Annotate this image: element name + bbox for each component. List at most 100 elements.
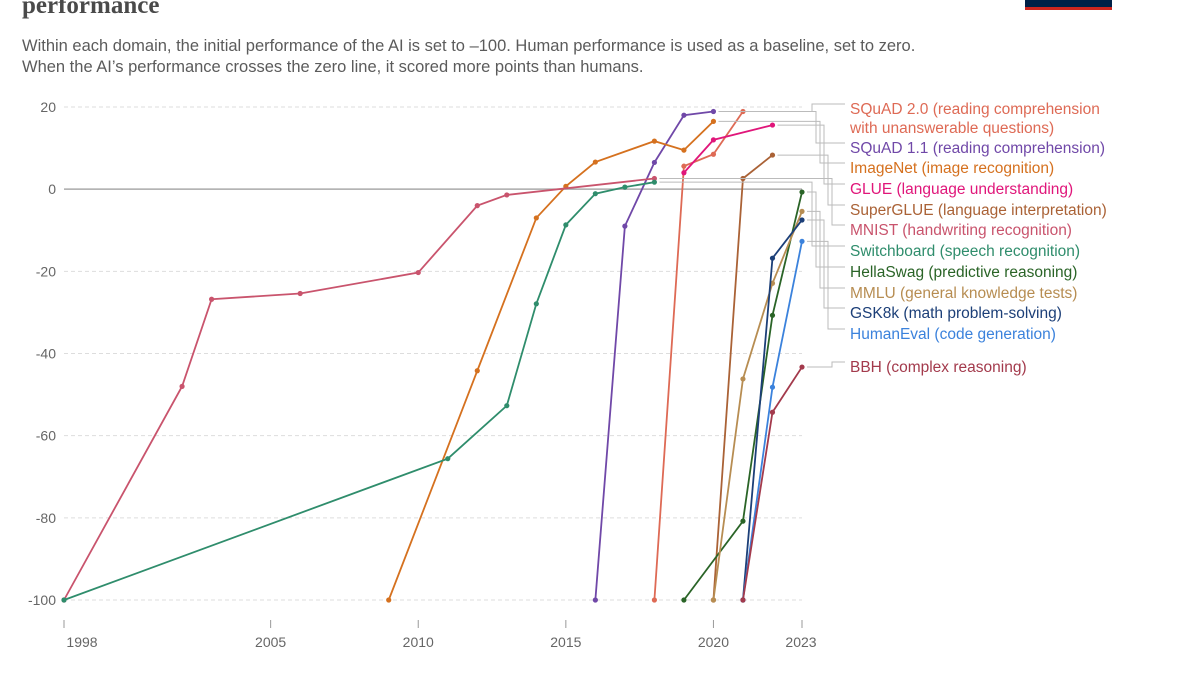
legend-connector	[659, 177, 845, 226]
data-point	[592, 191, 598, 197]
x-tick-label: 1998	[66, 634, 97, 650]
series-line	[683, 191, 803, 601]
data-point	[681, 170, 687, 176]
data-point	[740, 376, 746, 382]
data-point	[622, 184, 628, 190]
legend-label: Switchboard (speech recognition)	[850, 243, 1080, 260]
data-point	[533, 215, 539, 221]
data-point	[710, 118, 717, 124]
data-point	[681, 163, 687, 169]
legend-label: ImageNet (image recognition)	[850, 160, 1054, 177]
subtitle-line: Within each domain, the initial performa…	[22, 37, 916, 55]
data-point	[592, 597, 598, 603]
x-tick-label: 2020	[698, 634, 729, 650]
data-point	[474, 203, 480, 209]
legend-label: SQuAD 1.1 (reading comprehension)	[850, 140, 1105, 157]
owid-logo	[1025, 0, 1112, 10]
data-point	[651, 159, 658, 166]
chart-subtitle: Within each domain, the initial performa…	[22, 36, 1122, 78]
data-point	[563, 222, 569, 228]
data-point	[681, 597, 687, 603]
series-squad: SQuAD 1.1 (reading comprehension)	[592, 108, 1105, 603]
series-line	[387, 120, 715, 601]
y-tick-label: -80	[36, 510, 56, 526]
data-point	[769, 152, 776, 158]
legend-connector	[807, 361, 845, 368]
legend-connector	[777, 124, 845, 185]
data-point	[651, 175, 658, 182]
legend-label: GSK8k (math problem-solving)	[850, 305, 1062, 322]
series-line	[653, 111, 744, 601]
y-tick-label: 20	[40, 99, 56, 115]
legend-connector	[807, 191, 845, 268]
legend-label: GLUE (language understanding)	[850, 181, 1073, 198]
data-point	[681, 112, 687, 118]
legend-connector	[747, 103, 845, 113]
data-point	[179, 383, 185, 389]
data-point	[799, 238, 805, 244]
legend-connector	[807, 219, 845, 309]
data-point	[769, 122, 776, 128]
y-tick-label: -40	[36, 346, 56, 362]
data-point	[769, 384, 776, 390]
series-humaneval: HumanEval (code generation)	[740, 238, 1056, 603]
series-imagenet: ImageNet (image recognition)	[386, 118, 1054, 603]
data-point	[740, 518, 746, 524]
legend-label: HumanEval (code generation)	[850, 326, 1056, 343]
x-tick-label: 2010	[403, 634, 434, 650]
series-line	[594, 110, 714, 601]
data-point	[710, 151, 717, 157]
data-point	[740, 597, 746, 603]
series-line	[712, 211, 803, 601]
data-point	[622, 223, 628, 229]
x-tick-label: 2015	[550, 634, 581, 650]
chart-title: performance	[22, 0, 160, 19]
data-point	[769, 409, 776, 415]
series-bbh: BBH (complex reasoning)	[740, 359, 1027, 603]
data-point	[710, 108, 717, 115]
data-point	[209, 296, 215, 302]
series-mnist: MNIST (handwriting recognition)	[61, 175, 1072, 603]
data-point	[533, 301, 539, 307]
data-point	[651, 138, 658, 144]
data-point	[504, 192, 510, 198]
data-point	[710, 597, 717, 603]
y-tick-label: -20	[36, 263, 56, 279]
legend-label: MMLU (general knowledge tests)	[850, 285, 1077, 302]
series-glue: GLUE (language understanding)	[681, 122, 1073, 198]
legend-connector	[659, 181, 845, 247]
series-superglue: SuperGLUE (language interpretation)	[710, 152, 1107, 603]
y-tick-label: -60	[36, 428, 56, 444]
legend-label: SQuAD 2.0 (reading comprehension	[850, 101, 1100, 118]
y-tick-label: 0	[48, 181, 56, 197]
data-point	[651, 179, 658, 185]
data-point	[61, 597, 67, 603]
data-point	[386, 597, 392, 603]
y-tick-label: -100	[28, 592, 56, 608]
data-point	[415, 269, 421, 276]
data-point	[681, 147, 687, 153]
data-point	[769, 255, 776, 261]
subtitle-line: When the AI’s performance crosses the ze…	[22, 58, 644, 76]
series-line	[63, 181, 655, 601]
series-line	[63, 177, 655, 601]
legend-connector	[777, 154, 845, 206]
data-point	[297, 290, 303, 297]
legend-label: HellaSwag (predictive reasoning)	[850, 264, 1077, 281]
x-tick-label: 2023	[785, 634, 816, 650]
data-point	[592, 159, 598, 165]
data-point	[799, 217, 805, 223]
series-squad: SQuAD 2.0 (reading comprehension with una…	[651, 101, 1100, 603]
data-point	[799, 364, 805, 370]
legend-label: MNIST (handwriting recognition)	[850, 222, 1072, 239]
series-switchboard: Switchboard (speech recognition)	[61, 179, 1080, 603]
data-point	[799, 208, 805, 214]
series-mmlu: MMLU (general knowledge tests)	[710, 208, 1077, 603]
data-point	[445, 456, 451, 462]
data-point	[474, 368, 480, 374]
series-line	[742, 366, 803, 601]
x-tick-label: 2005	[255, 634, 286, 650]
data-point	[769, 312, 776, 318]
data-point	[504, 403, 510, 409]
